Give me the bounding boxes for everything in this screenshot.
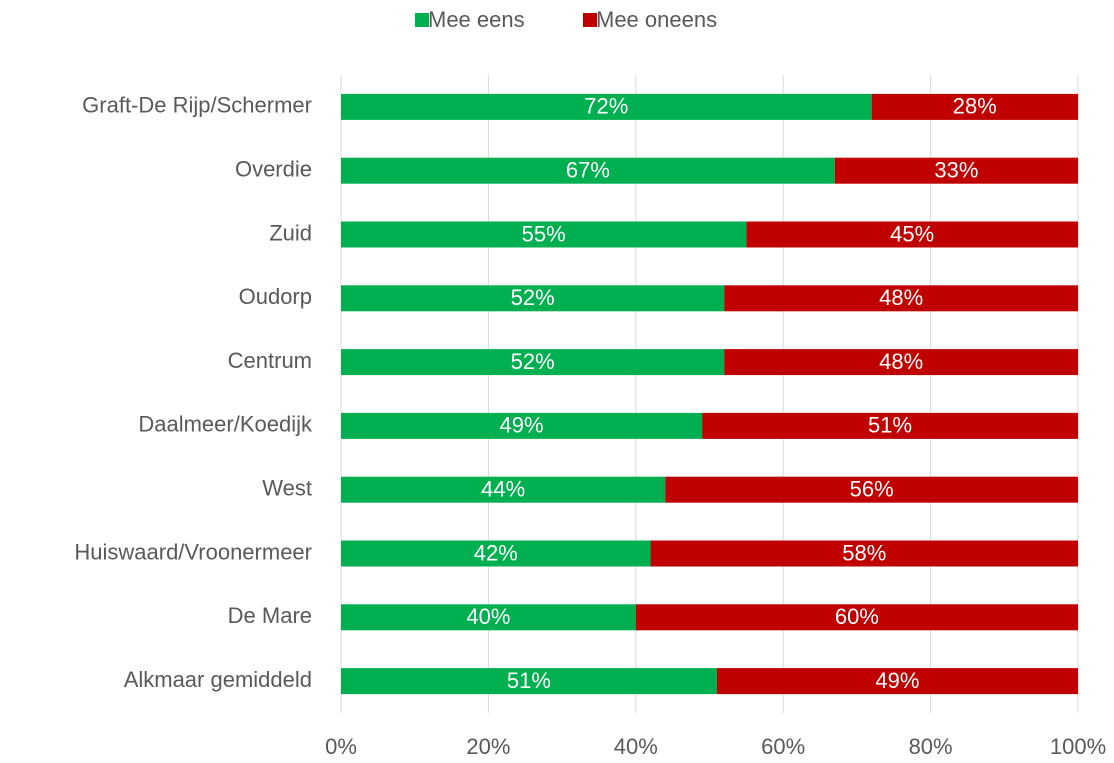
value-label: 58% xyxy=(842,540,886,565)
y-tick-label: Huiswaard/Vroonermeer xyxy=(74,539,312,564)
bar-segment xyxy=(341,412,703,439)
value-label: 28% xyxy=(953,94,997,119)
x-tick-label: 100% xyxy=(1050,734,1106,759)
x-tick-label: 80% xyxy=(909,734,953,759)
value-label: 56% xyxy=(850,477,894,502)
bar-segment xyxy=(724,349,1078,376)
legend-label: Mee oneens xyxy=(596,7,717,32)
y-tick-label: De Mare xyxy=(228,603,312,628)
value-label: 55% xyxy=(522,221,566,246)
bar-segment xyxy=(341,540,651,567)
value-label: 45% xyxy=(890,221,934,246)
value-label: 40% xyxy=(466,604,510,629)
y-tick-label: Centrum xyxy=(228,348,312,373)
value-label: 49% xyxy=(875,668,919,693)
y-tick-label: Oudorp xyxy=(239,284,312,309)
value-label: 42% xyxy=(474,540,518,565)
y-tick-label: Graft-De Rijp/Schermer xyxy=(82,93,312,118)
y-tick-label: Zuid xyxy=(269,220,312,245)
legend-swatch xyxy=(583,13,597,27)
bar-segment xyxy=(635,604,1078,631)
y-tick-label: West xyxy=(262,476,312,501)
legend-label: Mee eens xyxy=(428,7,525,32)
value-label: 52% xyxy=(511,349,555,374)
value-label: 51% xyxy=(507,668,551,693)
x-tick-label: 60% xyxy=(761,734,805,759)
x-tick-label: 0% xyxy=(325,734,357,759)
value-label: 49% xyxy=(500,413,544,438)
bar-segment xyxy=(716,668,1078,695)
y-tick-label: Alkmaar gemiddeld xyxy=(124,667,312,692)
bar-segment xyxy=(665,476,1078,503)
value-label: 48% xyxy=(879,285,923,310)
value-label: 44% xyxy=(481,477,525,502)
bar-segment xyxy=(341,604,636,631)
bar-segment xyxy=(341,349,725,376)
bar-segment xyxy=(724,285,1078,312)
bar-segment xyxy=(702,412,1078,439)
value-label: 51% xyxy=(868,413,912,438)
bar-segment xyxy=(341,668,717,695)
x-tick-label: 20% xyxy=(466,734,510,759)
value-label: 72% xyxy=(584,94,628,119)
bar-segment xyxy=(341,476,666,503)
bar-segment xyxy=(650,540,1078,567)
bar-segment xyxy=(871,93,1078,120)
value-label: 60% xyxy=(835,604,879,629)
bar-segment xyxy=(341,157,835,184)
value-label: 52% xyxy=(511,285,555,310)
legend-swatch xyxy=(415,13,429,27)
bar-segment xyxy=(834,157,1078,184)
value-label: 33% xyxy=(934,158,978,183)
y-tick-label: Overdie xyxy=(235,157,312,182)
bar-segment xyxy=(341,285,725,312)
bar-segment xyxy=(341,93,872,120)
x-tick-label: 40% xyxy=(614,734,658,759)
y-tick-label: Daalmeer/Koedijk xyxy=(138,412,313,437)
value-label: 67% xyxy=(566,158,610,183)
value-label: 48% xyxy=(879,349,923,374)
bar-segment xyxy=(746,221,1078,248)
bar-segment xyxy=(341,221,747,248)
